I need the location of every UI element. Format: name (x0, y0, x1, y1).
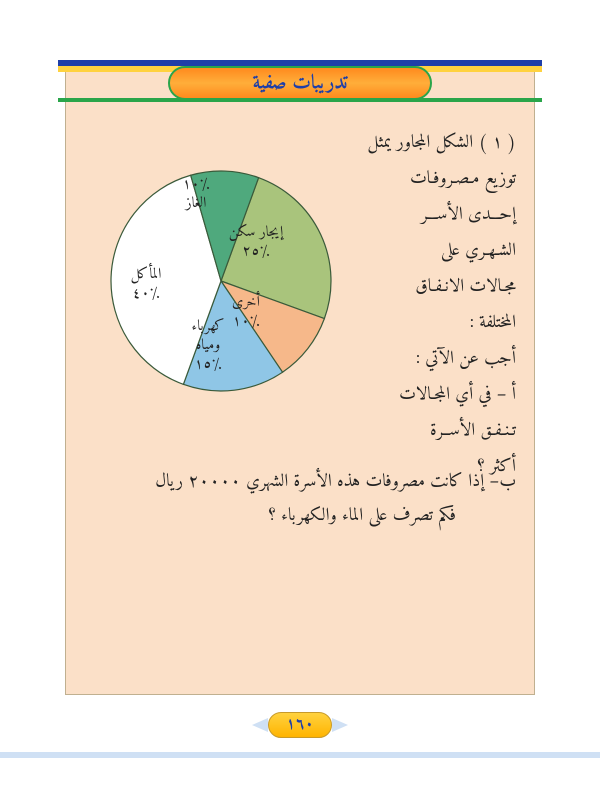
banner-title: تدريبات صفية (168, 66, 432, 100)
page-number-decoration-left (252, 718, 268, 732)
question-line: مجـالات الانـفـاق (366, 270, 516, 306)
part-b-line1: ب– إذا كانت مصروفات هذه الأسرة الشهري ٢٠… (84, 466, 516, 500)
question-text: ( ١ ) الشكل المجاور يمثلتوزيع مـصـروفـات… (366, 126, 516, 486)
question-line: ( ١ ) الشكل المجاور يمثل (366, 126, 516, 162)
part-b-line2: فكم تصرف على الماء والكهرباء ؟ (84, 500, 516, 534)
question-line: إحـــدى الأســـر (366, 198, 516, 234)
page-number-decoration-right (332, 718, 348, 732)
question-line: تـنـفـق الأســرة (366, 414, 516, 450)
page-number: ١٦٠ (268, 712, 332, 738)
question-line: المختلفة : (366, 306, 516, 342)
question-line: أ – في أي المجـالات (366, 378, 516, 414)
textbook-page: تدريبات صفية ( ١ ) الشكل المجاور يمثلتوز… (65, 65, 535, 695)
pie-svg (96, 156, 346, 406)
question-line: الشـهـري على (366, 234, 516, 270)
question-line: توزيع مـصـروفـات (366, 162, 516, 198)
header-banner: تدريبات صفية (58, 60, 542, 106)
question-line: أجب عن الآتي : (366, 342, 516, 378)
footer-bar (0, 752, 600, 758)
expenses-pie-chart: إيجار سكن٪٢٥أخرى٪١٠كهرباءومياه٪١٥المأكل٪… (96, 156, 346, 406)
page-number-strip: ١٦٠ (65, 712, 535, 740)
question-part-b: ب– إذا كانت مصروفات هذه الأسرة الشهري ٢٠… (84, 466, 516, 534)
